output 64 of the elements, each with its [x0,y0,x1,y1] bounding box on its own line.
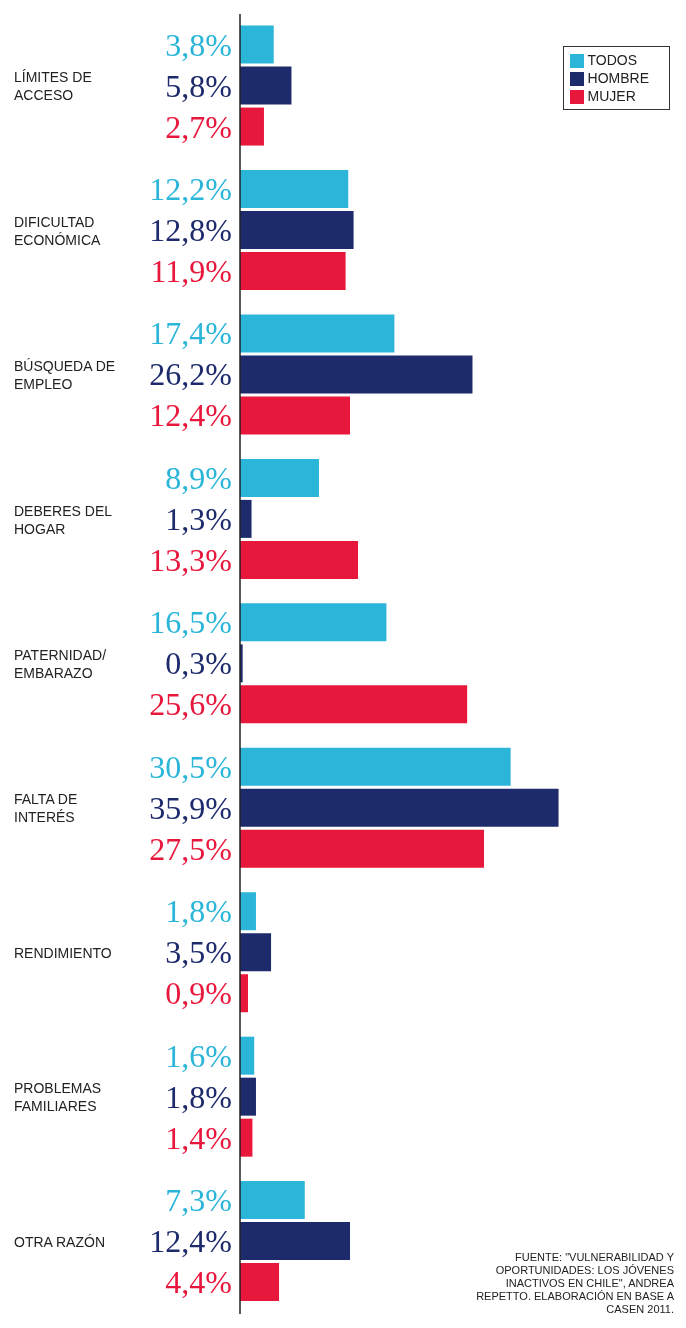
data-label: 3,5% [165,934,232,971]
data-label: 4,4% [165,1264,232,1301]
bar [240,685,468,724]
data-label: 1,4% [165,1119,232,1156]
bar [240,747,511,786]
y-tick-label: OTRA RAZÓN [14,1233,106,1250]
data-label: 27,5% [149,830,232,867]
data-label: 12,4% [149,1223,232,1260]
data-label: 1,3% [165,500,232,537]
bar [240,892,256,931]
y-tick-label: LÍMITES DE ACCESO [14,69,92,104]
bar [240,829,485,868]
bar [240,396,351,435]
legend-label: MUJER [587,88,636,104]
data-label: 1,8% [165,1078,232,1115]
bar [240,25,274,64]
data-label: 0,3% [165,645,232,682]
data-label: 35,9% [149,789,232,826]
y-tick-label: BÚSQUEDA DE EMPLEO [14,358,116,393]
y-tick-label: DIFICULTAD ECONÓMICA [14,213,101,248]
data-label: 1,6% [165,1037,232,1074]
bar [240,1181,305,1220]
y-tick-label: PATERNIDAD/ EMBARAZO [14,647,107,681]
data-label: 25,6% [149,686,232,723]
data-label: 30,5% [149,748,232,785]
data-label: 12,4% [149,397,232,434]
y-tick-label: FALTA DE INTERÉS [14,791,78,826]
y-tick-label: PROBLEMAS FAMILIARES [14,1080,102,1115]
bar [240,314,395,353]
data-label: 11,9% [150,253,232,289]
data-label: 13,3% [149,541,232,578]
data-label: 5,8% [165,67,232,104]
data-label: 3,8% [165,26,232,63]
data-label: 26,2% [149,356,232,393]
data-label: 12,8% [149,212,232,248]
bar [240,211,354,249]
bar [240,66,292,105]
annotation: FUENTE: "VULNERABILIDAD Y OPORTUNIDADES: LOS JÓVENES INACTIVOS EN CHILE", ANDREA REPETTO. ELABORACIÓN EN BASE A CASEN 2011. [475,1251,674,1316]
data-label: 12,2% [149,171,232,207]
bar [240,252,346,290]
y-tick-label: DEBERES DEL HOGAR [14,502,113,537]
data-label: 16,5% [149,604,232,641]
bar [240,540,359,579]
data-label: 0,9% [165,975,232,1012]
data-label: 17,4% [149,315,232,352]
bar [240,788,559,827]
data-label: 2,7% [165,108,232,145]
bar [240,1077,256,1116]
bar [240,603,387,642]
data-label: 8,9% [165,459,232,496]
bar [240,1263,280,1302]
data-label: 7,3% [165,1182,232,1219]
bar [240,107,264,146]
bar [240,1036,255,1075]
bar [240,355,473,394]
bar [240,458,319,497]
bar [240,1222,351,1261]
y-tick-label: RENDIMIENTO [14,944,112,961]
bar [240,170,349,208]
bar [240,499,252,538]
legend-label: TODOS [587,52,638,68]
legend-label: HOMBRE [587,70,649,86]
data-label: 1,8% [165,893,232,930]
bar [240,933,272,972]
